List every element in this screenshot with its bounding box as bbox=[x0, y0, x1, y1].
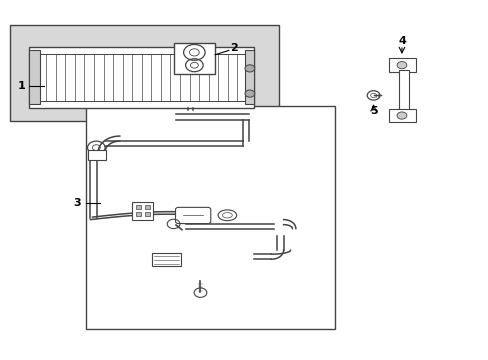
Bar bbox=[388, 109, 415, 122]
Ellipse shape bbox=[218, 210, 236, 221]
Bar bbox=[29, 50, 40, 104]
Ellipse shape bbox=[222, 212, 232, 218]
Circle shape bbox=[396, 62, 406, 69]
Circle shape bbox=[396, 112, 406, 119]
Bar bbox=[144, 205, 149, 209]
Bar bbox=[144, 212, 149, 216]
Circle shape bbox=[244, 65, 254, 72]
Bar bbox=[151, 253, 181, 266]
Bar bbox=[10, 25, 278, 121]
Bar bbox=[173, 43, 215, 74]
FancyBboxPatch shape bbox=[175, 207, 210, 224]
Circle shape bbox=[244, 90, 254, 97]
Bar bbox=[29, 47, 254, 108]
Bar bbox=[136, 205, 141, 209]
Bar bbox=[398, 70, 408, 115]
Text: 3: 3 bbox=[73, 198, 81, 208]
Bar bbox=[388, 58, 415, 72]
Bar bbox=[136, 212, 141, 216]
Bar bbox=[87, 150, 106, 160]
Bar bbox=[85, 106, 334, 329]
Text: 4: 4 bbox=[397, 36, 405, 46]
Text: 2: 2 bbox=[229, 43, 237, 53]
Bar bbox=[37, 54, 246, 101]
Text: 1: 1 bbox=[18, 81, 25, 91]
Text: 5: 5 bbox=[369, 106, 377, 116]
Bar bbox=[245, 50, 254, 104]
Bar bbox=[132, 202, 152, 220]
